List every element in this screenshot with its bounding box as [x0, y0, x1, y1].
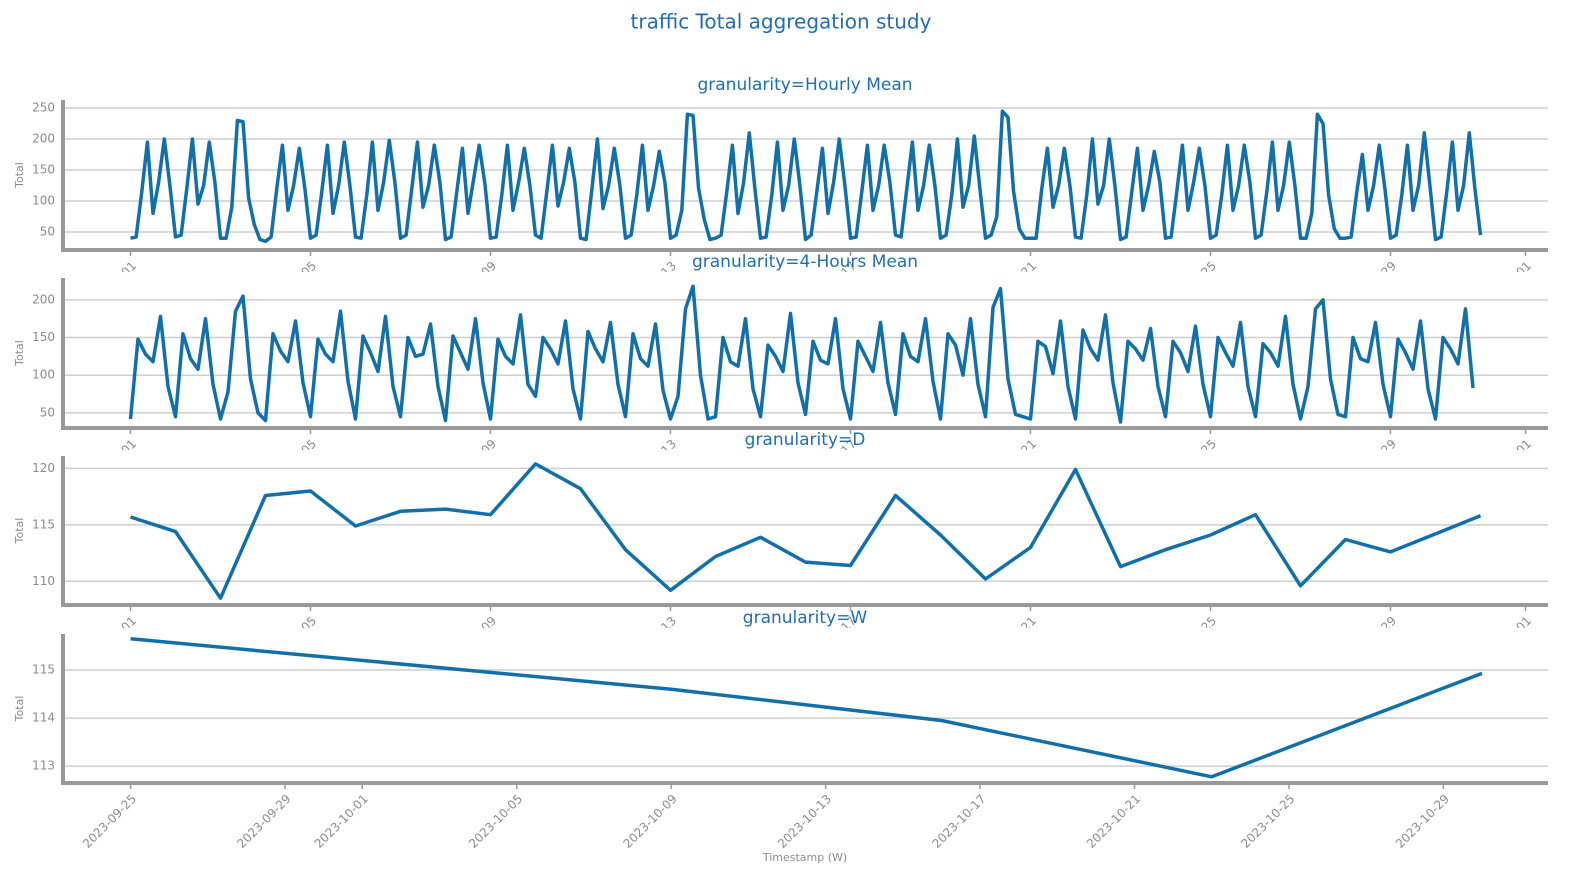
y-tick-label: 250: [32, 101, 55, 115]
data-line: [130, 109, 1483, 244]
panel-background: [0, 628, 1596, 789]
panel-background: [0, 450, 1596, 611]
y-tick-label: 110: [32, 574, 55, 588]
y-tick-label: 115: [32, 663, 55, 677]
y-tick-label: 50: [40, 225, 55, 239]
x-tick-label: 2023-10-05: [466, 792, 525, 851]
panel-title: granularity=Hourly Mean: [697, 75, 912, 95]
panel-title: granularity=D: [745, 430, 866, 450]
x-axis-label: Timestamp (W): [762, 851, 847, 864]
y-tick-label: 120: [32, 461, 55, 475]
x-tick-label: 2023-09-25: [80, 792, 139, 851]
y-tick-label: 113: [32, 759, 55, 773]
x-tick-label: 2023-10-01: [312, 792, 371, 851]
y-tick-label: 114: [32, 711, 55, 725]
panel-background: [0, 272, 1596, 434]
y-axis-label: Total: [13, 162, 26, 189]
x-tick-label: 2023-10-21: [1084, 792, 1143, 851]
y-tick-label: 115: [32, 517, 55, 531]
x-tick-label: 2023-10-25: [1238, 792, 1297, 851]
x-tick-label: 2023-10-17: [929, 792, 988, 851]
y-axis-label: Total: [13, 340, 26, 367]
x-tick-label: 2023-09-29: [234, 792, 293, 851]
y-tick-label: 100: [32, 194, 55, 208]
data-line: [130, 637, 1483, 779]
data-line: [129, 462, 1482, 600]
y-tick-label: 100: [32, 368, 55, 382]
panel-title: granularity=4-Hours Mean: [692, 252, 918, 272]
panel-title: granularity=W: [743, 608, 868, 628]
y-tick-label: 200: [32, 292, 55, 306]
figure-title: traffic Total aggregation study: [631, 10, 932, 34]
data-line: [128, 284, 1475, 424]
y-tick-label: 200: [32, 132, 55, 146]
y-tick-label: 150: [32, 330, 55, 344]
y-axis-label: Total: [13, 696, 26, 723]
y-axis-label: Total: [13, 518, 26, 545]
y-tick-label: 150: [32, 163, 55, 177]
x-tick-label: 2023-10-09: [621, 792, 680, 851]
x-tick-label: 2023-10-29: [1393, 792, 1452, 851]
x-tick-label: 2023-10-13: [775, 792, 834, 851]
y-tick-label: 50: [40, 405, 55, 419]
